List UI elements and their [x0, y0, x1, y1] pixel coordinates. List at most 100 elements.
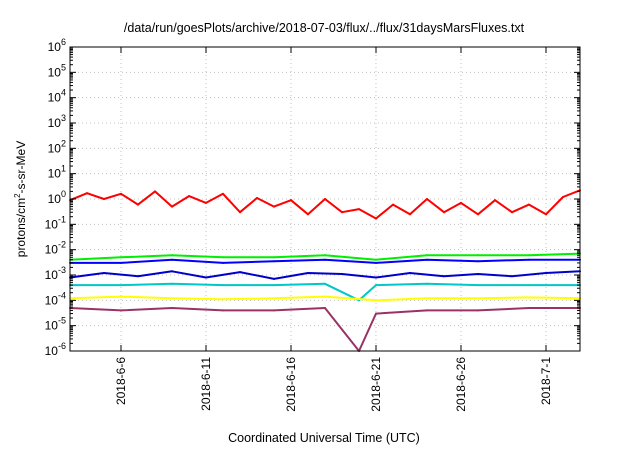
y-tick-exponent: 3 — [61, 113, 66, 123]
y-tick-exponent: 5 — [61, 62, 66, 72]
data-point — [324, 258, 326, 261]
data-point — [426, 254, 428, 257]
data-point — [477, 297, 479, 300]
data-point — [205, 276, 207, 279]
y-tick-label: 10-3 — [45, 265, 66, 282]
data-point — [545, 213, 547, 216]
y-tick-exponent: 0 — [61, 189, 66, 199]
data-point — [171, 282, 173, 285]
data-point — [86, 192, 88, 195]
data-point — [205, 201, 207, 204]
data-point — [222, 261, 224, 264]
data-point — [239, 271, 241, 274]
y-tick-exponent: -2 — [58, 240, 66, 250]
data-point — [375, 217, 377, 220]
data-point — [120, 261, 122, 264]
y-tick-label: 101 — [48, 164, 66, 181]
data-point — [426, 297, 428, 300]
data-point — [120, 256, 122, 259]
x-tick-label: 2018-6-6 — [114, 357, 128, 405]
data-point — [426, 282, 428, 285]
data-point — [171, 254, 173, 257]
data-point — [239, 211, 241, 214]
data-point — [137, 203, 139, 206]
data-point — [528, 203, 530, 206]
data-point — [460, 201, 462, 204]
y-tick-base: 10 — [48, 192, 62, 206]
data-point — [528, 258, 530, 261]
data-point — [273, 277, 275, 280]
data-point — [341, 272, 343, 275]
data-point — [477, 254, 479, 257]
x-tick-label: 2018-6-21 — [369, 357, 383, 412]
y-tick-exponent: -3 — [58, 265, 66, 275]
y-tick-base: 10 — [48, 91, 62, 105]
data-point — [120, 192, 122, 195]
data-point — [562, 195, 564, 198]
series-group — [69, 189, 581, 352]
data-point — [171, 306, 173, 309]
data-point — [409, 271, 411, 274]
data-point — [426, 309, 428, 312]
y-tick-base: 10 — [48, 116, 62, 130]
data-point — [307, 271, 309, 274]
data-point — [273, 284, 275, 287]
data-point — [477, 309, 479, 312]
y-tick-label: 103 — [48, 113, 66, 130]
y-tick-exponent: -1 — [58, 214, 66, 224]
data-point — [375, 276, 377, 279]
data-point — [273, 205, 275, 208]
data-point — [341, 211, 343, 214]
x-axis-label: Coordinated Universal Time (UTC) — [228, 431, 420, 445]
y-axis-label-sup: 2 — [13, 193, 22, 198]
y-axis-label-base: protons/cm — [14, 198, 28, 257]
data-point — [171, 258, 173, 261]
data-point — [324, 282, 326, 285]
data-point — [290, 199, 292, 202]
data-point — [273, 309, 275, 312]
data-point — [120, 284, 122, 287]
data-point — [511, 275, 513, 278]
data-point — [188, 195, 190, 198]
data-point — [171, 205, 173, 208]
y-tick-base: 10 — [45, 344, 59, 358]
y-axis: 10-610-510-410-310-210-11001011021031041… — [45, 37, 580, 358]
data-point — [426, 198, 428, 200]
y-tick-exponent: -4 — [58, 290, 66, 300]
x-axis: 2018-6-6 2018-6-11 2018-6-16 2018-6-21 2018-… — [114, 47, 553, 412]
data-point — [222, 309, 224, 312]
data-point — [511, 211, 513, 214]
y-tick-label: 10-4 — [45, 290, 66, 307]
y-axis-label: protons/cm2-s-sr-MeV — [13, 141, 28, 257]
data-point — [171, 270, 173, 273]
y-tick-base: 10 — [45, 243, 59, 257]
data-point — [324, 306, 326, 309]
data-point — [528, 296, 530, 299]
y-tick-base: 10 — [48, 141, 62, 155]
data-point — [120, 309, 122, 312]
series-line — [69, 307, 580, 352]
data-point — [392, 203, 394, 206]
data-point — [171, 297, 173, 300]
y-tick-base: 10 — [48, 65, 62, 79]
data-point — [545, 271, 547, 274]
data-point — [443, 275, 445, 278]
data-point — [222, 298, 224, 301]
data-point — [409, 213, 411, 216]
x-tick-label: 2018-7-1 — [539, 357, 553, 405]
data-point — [324, 198, 326, 200]
data-point — [307, 213, 309, 216]
data-point — [222, 284, 224, 287]
data-point — [375, 312, 377, 315]
series-line — [69, 189, 581, 220]
data-point — [375, 284, 377, 287]
y-tick-label: 105 — [48, 62, 66, 79]
data-point — [137, 275, 139, 278]
data-point — [477, 260, 479, 263]
y-tick-base: 10 — [45, 293, 59, 307]
grid-lines — [70, 47, 580, 351]
y-tick-label: 10-5 — [45, 316, 66, 333]
data-point — [528, 254, 530, 257]
